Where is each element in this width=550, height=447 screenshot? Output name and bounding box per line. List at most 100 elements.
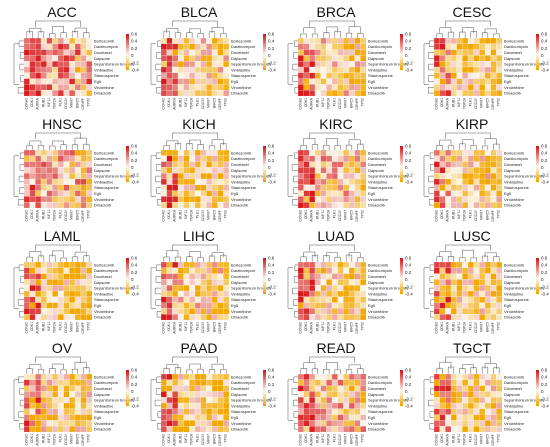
heatmap-cell <box>183 397 190 404</box>
heatmap-cell <box>354 285 361 292</box>
heatmap-cell <box>29 379 36 386</box>
heatmap-cell <box>177 379 184 386</box>
heatmap-cell <box>496 161 503 168</box>
heatmap <box>433 373 503 433</box>
heatmap-cell <box>490 296 497 303</box>
heatmap-cell <box>484 90 491 97</box>
heatmap-cell <box>467 296 474 303</box>
heatmap-cell <box>172 397 179 404</box>
heatmap-cell <box>303 161 310 168</box>
heatmap-cell <box>189 285 196 292</box>
heatmap-cell <box>360 426 367 433</box>
gene-label: BUB1 <box>451 98 455 107</box>
heatmap-cell <box>166 273 173 280</box>
heatmap-cell <box>354 273 361 280</box>
heatmap-cell <box>337 43 344 50</box>
heatmap-cell <box>194 308 201 315</box>
heatmap-cell <box>496 426 503 433</box>
colorbar-tick-label: -0.2 <box>131 396 139 401</box>
heatmap-cell <box>490 285 497 292</box>
colorbar-tick-label: -0.2 <box>268 284 276 289</box>
heatmap-cell <box>63 184 70 191</box>
heatmap-cell <box>40 184 47 191</box>
heatmap-cell <box>69 72 76 79</box>
colorbar-tick-label: -0.4 <box>131 404 139 409</box>
colorbar-swatch <box>536 377 539 380</box>
heatmap-cell <box>211 397 218 404</box>
heatmap-cell <box>331 402 338 409</box>
drug-label: Vinorelbine <box>231 197 252 202</box>
heatmap-cell <box>439 308 446 315</box>
gene-label: TOP2A <box>463 433 467 445</box>
heatmap-cell <box>211 196 218 203</box>
gene-label: CCNA2 <box>161 322 165 334</box>
heatmap-cell <box>52 373 59 380</box>
heatmap-cell <box>217 78 224 85</box>
heatmap-cell <box>217 385 224 392</box>
colorbar-swatch <box>263 388 266 390</box>
heatmap-cell <box>467 55 474 62</box>
colorbar-swatch <box>400 38 403 41</box>
heatmap-cell <box>183 84 190 91</box>
heatmap-cell <box>46 90 53 97</box>
colorbar-swatch <box>126 377 129 380</box>
heatmap-cell <box>172 72 179 79</box>
colorbar-tick-label: -0.2 <box>405 396 413 401</box>
heatmap-cell <box>206 66 213 73</box>
heatmap-cell <box>46 385 53 392</box>
heatmap-cell <box>189 78 196 85</box>
drug-label: Dapsone <box>231 168 248 173</box>
heatmap-cell <box>29 273 36 280</box>
colorbar-swatch <box>126 180 129 183</box>
colorbar-tick-label: 0.4 <box>541 151 548 156</box>
heatmap-cell <box>496 167 503 174</box>
colorbar-swatch <box>126 268 129 271</box>
gene-labels: CCNA2 CDK1 AURKA BUB1 KIF11 TOP2A PLK1 CDC20 MKI… <box>298 97 364 109</box>
heatmap-cell <box>439 149 446 156</box>
drug-label: Docetaxel <box>368 274 386 279</box>
drug-label: Sepantronium bromide <box>231 286 272 291</box>
gene-label: CENPF <box>491 322 495 334</box>
heatmap-cell <box>326 420 333 427</box>
heatmap-cell <box>490 184 497 191</box>
heatmap-cell <box>23 379 30 386</box>
drug-label: Eg5 <box>231 79 239 84</box>
heatmap-cell <box>223 273 230 280</box>
heatmap-cell <box>206 78 213 85</box>
heatmap-cell <box>189 379 196 386</box>
panel-title: LIHC <box>183 228 215 244</box>
heatmap-cell <box>348 43 355 50</box>
heatmap-cell <box>439 184 446 191</box>
heatmap-cell <box>63 397 70 404</box>
heatmap-cell <box>200 308 207 315</box>
colorbar-tick-label: 0.4 <box>405 375 412 380</box>
heatmap-cell <box>35 273 42 280</box>
colorbar-swatch <box>400 265 403 268</box>
colorbar-tick-label: 0.4 <box>131 263 138 268</box>
heatmap-cell <box>69 426 76 433</box>
drug-label: Eg5 <box>231 303 239 308</box>
heatmap-cell <box>479 408 486 415</box>
drug-label: Sepantronium bromide <box>504 286 545 291</box>
column-dendrogram <box>300 244 364 262</box>
heatmap-cell <box>189 308 196 315</box>
heatmap-cell <box>223 37 230 44</box>
heatmap-cell <box>331 190 338 197</box>
heatmap-cell <box>29 285 36 292</box>
heatmap-cell <box>206 61 213 68</box>
heatmap-cell <box>183 196 190 203</box>
heatmap-cell <box>223 391 230 398</box>
heatmap-cell <box>80 302 87 309</box>
heatmap-cell <box>303 385 310 392</box>
gene-label: BUB1 <box>41 434 45 443</box>
heatmap-cell <box>314 37 321 44</box>
heatmap-cell <box>354 55 361 62</box>
drug-labels: BortezomibDactinomycinDocetaxelDapsoneSe… <box>231 38 272 95</box>
heatmap-cell <box>343 61 350 68</box>
heatmap-cell <box>223 43 230 50</box>
heatmap-cell <box>194 279 201 286</box>
heatmap-cell <box>450 408 457 415</box>
heatmap-cell <box>439 302 446 309</box>
drug-label: Bortezomib <box>231 374 252 379</box>
row-dendrogram <box>150 376 161 430</box>
